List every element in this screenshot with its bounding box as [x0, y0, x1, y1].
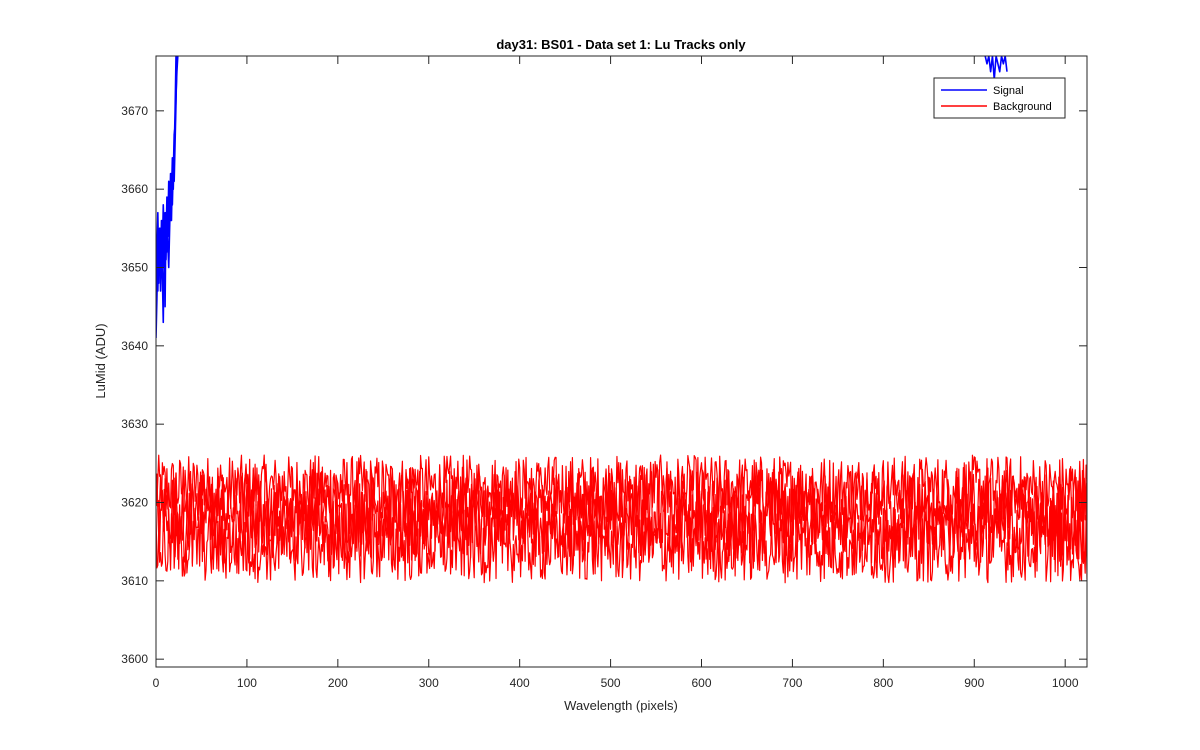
legend[interactable]: Signal Background: [933, 77, 1066, 119]
x-axis: 0 100 200 300 400 500 600 700 800 900 1000: [153, 56, 1079, 690]
legend-signal-label: Signal: [993, 85, 1024, 97]
x-tick-label: 500: [601, 676, 621, 690]
y-tick-label: 3640: [121, 339, 148, 353]
y-tick-label: 3630: [121, 417, 148, 431]
y-tick-label: 3620: [121, 496, 148, 510]
x-tick-label: 600: [691, 676, 711, 690]
plot-area: 0 100 200 300 400 500 600 700 800 900 1000 3600 361…: [121, 55, 1088, 690]
background-series-line-3: [156, 488, 1087, 564]
x-tick-label: 300: [419, 676, 439, 690]
y-axis: 3600 3610 3620 3630 3640 3650 3660 3670: [121, 104, 1087, 666]
y-axis-label: LuMid (ADU): [93, 323, 108, 398]
x-tick-label: 200: [328, 676, 348, 690]
x-tick-label: 400: [510, 676, 530, 690]
y-tick-label: 3650: [121, 261, 148, 275]
y-tick-label: 3660: [121, 182, 148, 196]
x-tick-label: 900: [964, 676, 984, 690]
x-tick-label: 700: [782, 676, 802, 690]
x-tick-label: 800: [873, 676, 893, 690]
axes-box: [155, 55, 1088, 668]
signal-series-line-4: [984, 56, 1008, 81]
signal-series-line-3: [156, 56, 177, 324]
background-series-line-1: [156, 454, 1087, 523]
legend-background-label: Background: [993, 101, 1052, 113]
x-axis-label: Wavelength (pixels): [564, 698, 678, 713]
x-tick-label: 1000: [1052, 676, 1079, 690]
axes-background: [156, 56, 1087, 667]
y-tick-label: 3610: [121, 574, 148, 588]
x-tick-label: 100: [237, 676, 257, 690]
y-tick-label: 3670: [121, 104, 148, 118]
data-layer: [156, 56, 1087, 584]
background-series-line-4: [156, 507, 1087, 584]
chart-title: day31: BS01 - Data set 1: Lu Tracks only: [496, 37, 746, 52]
legend-box: [933, 77, 1066, 119]
x-tick-label: 0: [153, 676, 160, 690]
y-tick-label: 3600: [121, 652, 148, 666]
